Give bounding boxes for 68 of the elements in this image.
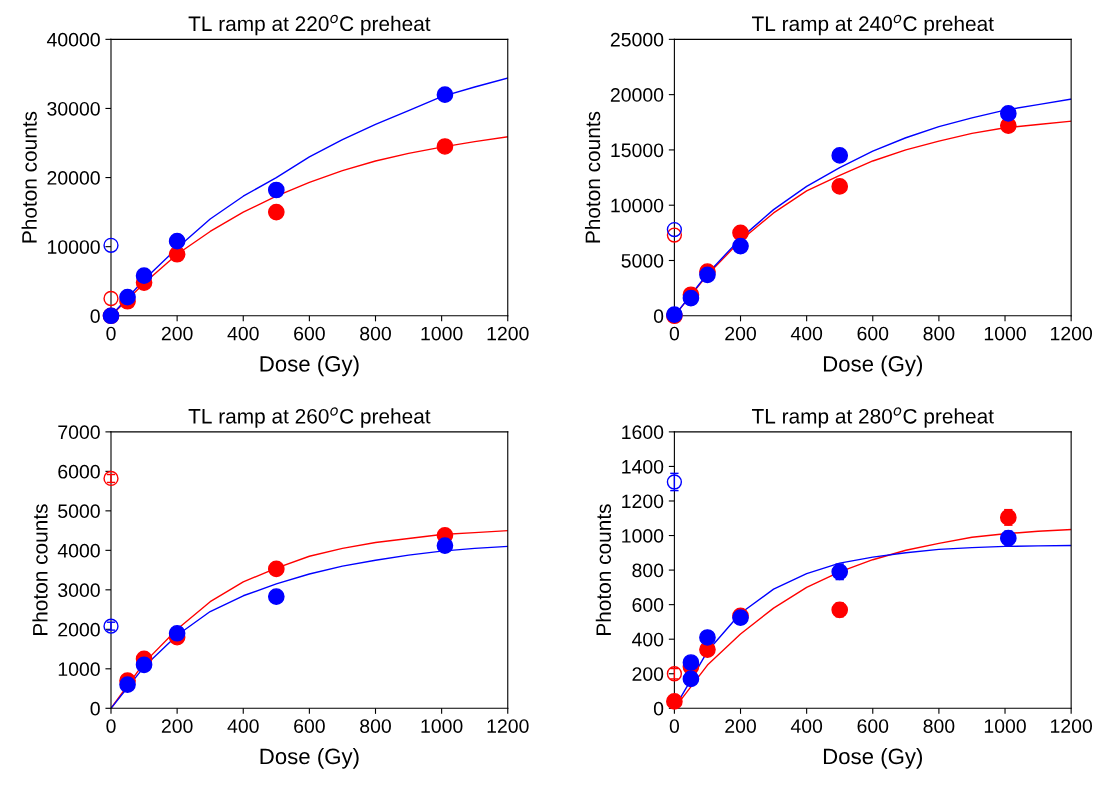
y-tick-label: 10000 [611,198,664,213]
y-tick-label: 5000 [621,253,664,268]
y-tick-label: 1400 [622,459,664,474]
y-tick-label: 30000 [47,101,100,116]
y-tick-label: 0 [653,309,664,324]
y-axis-title: Photon counts [584,111,601,243]
x-tick-label: 0 [106,719,116,733]
x-tick-label: 800 [923,326,955,341]
x-tick-label: 600 [857,719,889,733]
chart-title: TL ramp at 220$^{o}$C preheat [188,14,431,36]
y-tick-label: 2000 [58,622,100,637]
y-tick-label: 20000 [47,171,100,185]
y-tick-label: 6000 [58,464,100,479]
y-axis-title: Photon counts [21,111,37,243]
chart-title: TL ramp at 240$^{o}$C preheat [751,14,994,36]
x-tick-label: 600 [294,719,325,733]
y-tick-label: 1200 [622,494,664,509]
x-axis-title: Dose (Gy) [260,355,359,377]
x-tick-label: 400 [227,326,259,341]
y-tick-label: 40000 [46,32,100,47]
x-tick-label: 0 [669,719,680,733]
y-tick-label: 1000 [622,529,664,543]
x-tick-label: 800 [360,326,391,341]
y-tick-label: 5000 [58,504,100,519]
x-tick-label: 1000 [984,719,1026,733]
chart-title: TL ramp at 280$^{o}$C preheat [751,407,994,428]
x-tick-label: 600 [294,326,325,341]
x-tick-label: 400 [790,719,823,733]
x-axis-title: Dose (Gy) [823,355,923,377]
y-tick-label: 20000 [610,88,664,102]
y-tick-label: 15000 [611,143,664,158]
y-tick-label: 800 [632,563,664,578]
y-tick-label: 1600 [622,425,664,440]
y-tick-label: 10000 [48,240,100,254]
x-tick-label: 200 [161,719,193,733]
y-axis-title: Photon counts [32,504,48,635]
y-tick-label: 3000 [58,583,100,598]
x-tick-label: 1000 [984,326,1026,341]
y-tick-label: 1000 [58,662,100,677]
y-tick-label: 0 [653,701,664,716]
x-axis-title: Dose (Gy) [823,747,923,769]
x-tick-label: 1200 [1051,326,1093,341]
x-tick-label: 1000 [421,719,463,733]
x-tick-label: 800 [923,719,955,733]
chart-title: TL ramp at 260$^{o}$C preheat [188,407,431,428]
x-tick-label: 800 [360,719,391,733]
y-tick-label: 7000 [58,425,100,440]
x-tick-label: 200 [725,326,756,341]
y-tick-label: 400 [631,632,664,647]
y-tick-label: 200 [632,667,664,681]
y-tick-label: 0 [90,309,100,324]
x-tick-label: 200 [161,326,193,341]
y-axis-title: Photon counts [595,504,612,635]
x-tick-label: 200 [725,719,756,733]
y-tick-label: 0 [90,701,100,716]
x-tick-label: 600 [857,326,889,341]
x-tick-label: 400 [227,719,259,733]
x-tick-label: 400 [790,326,823,341]
y-tick-label: 25000 [610,32,664,47]
x-tick-label: 0 [669,326,680,341]
x-axis-title: Dose (Gy) [260,747,359,769]
x-tick-label: 1200 [487,719,529,733]
x-tick-label: 1000 [421,326,463,341]
y-tick-label: 4000 [57,543,100,558]
y-tick-label: 600 [632,598,664,612]
x-tick-label: 1200 [487,326,529,341]
x-tick-label: 1200 [1051,719,1093,733]
x-tick-label: 0 [106,326,116,341]
